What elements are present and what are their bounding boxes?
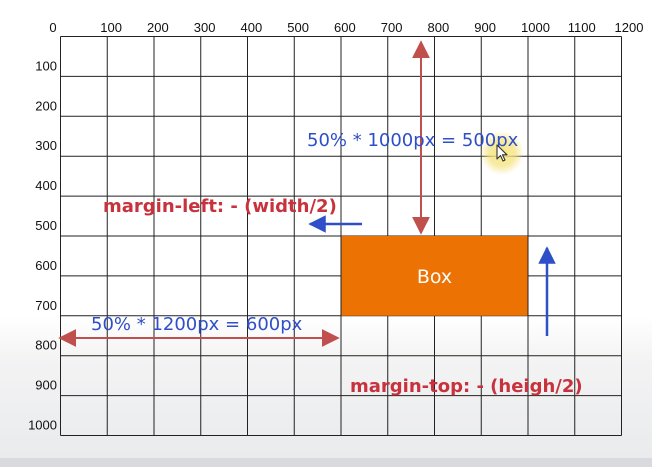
margin-top-text: margin-top: - (heigh/2) [350, 376, 583, 397]
vertical-formula-text: 50% * 1000px = 500px [307, 130, 519, 151]
y-tick-label: 800 [35, 338, 57, 353]
x-tick-label: 800 [428, 20, 450, 35]
x-tick-label: 900 [474, 20, 496, 35]
x-tick-label: 500 [287, 20, 309, 35]
y-tick-label: 300 [35, 138, 57, 153]
x-tick-label: 1200 [615, 20, 644, 35]
y-tick-label: 200 [35, 98, 57, 113]
y-tick-label: 400 [35, 178, 57, 193]
margin-left-text: margin-left: - (width/2) [103, 196, 337, 217]
x-tick-label: 0 [49, 20, 56, 35]
x-axis-ticks: 0 100 200 300 400 500 600 700 800 900 1000 1100 1200 [49, 20, 643, 35]
y-tick-label: 600 [35, 258, 57, 273]
grid [60, 36, 622, 436]
bottom-bar [0, 458, 652, 467]
y-tick-label: 100 [35, 58, 57, 73]
y-tick-label: 500 [35, 218, 57, 233]
box-rect [341, 236, 528, 316]
x-tick-label: 700 [381, 20, 403, 35]
x-tick-label: 100 [100, 20, 122, 35]
x-tick-label: 300 [194, 20, 216, 35]
mouse-pointer-icon [496, 144, 508, 162]
x-tick-label: 1100 [568, 20, 596, 35]
y-tick-label: 1000 [28, 418, 57, 433]
y-axis-ticks: 100 200 300 400 500 600 700 800 900 1000 [28, 58, 57, 432]
x-tick-label: 1000 [521, 20, 550, 35]
y-tick-label: 900 [35, 378, 57, 393]
y-tick-label: 700 [35, 298, 57, 313]
x-tick-label: 400 [241, 20, 263, 35]
box-label: Box [417, 266, 452, 288]
x-tick-label: 200 [147, 20, 169, 35]
horizontal-formula-text: 50% * 1200px = 600px [91, 314, 303, 335]
x-tick-label: 600 [334, 20, 356, 35]
